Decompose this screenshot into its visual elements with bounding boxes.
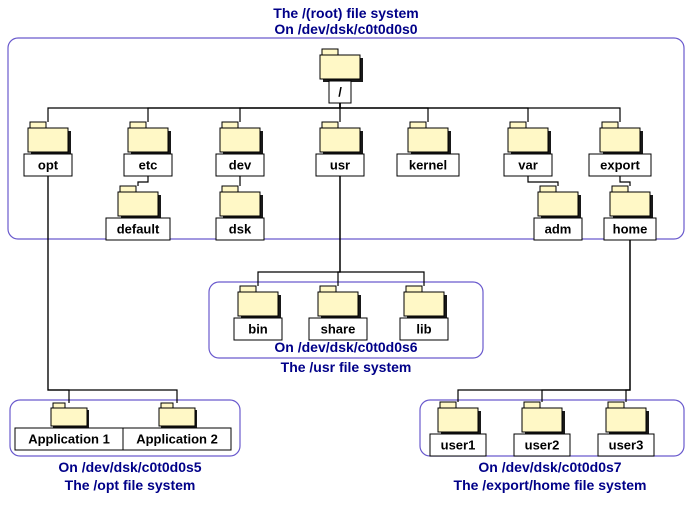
folder-usr: usr xyxy=(316,122,364,176)
folder-dsk-label: dsk xyxy=(229,221,252,236)
edge-usr-bin xyxy=(258,176,340,286)
folder-root-label: / xyxy=(338,84,342,99)
edge-root-dev xyxy=(240,103,340,122)
folder-default: default xyxy=(106,186,170,240)
folder-share: share xyxy=(309,286,367,340)
edge-home-user3 xyxy=(626,240,630,402)
folder-default-label: default xyxy=(117,221,160,236)
folder-user3: user3 xyxy=(598,402,654,456)
usr-group-caption-1: On /dev/dsk/c0t0d0s6 xyxy=(274,339,417,355)
root-group-caption-1: The /(root) file system xyxy=(273,5,418,21)
home-group-caption-2: The /export/home file system xyxy=(454,477,647,493)
edge-etc-default xyxy=(138,176,148,186)
opt-group-caption-1: On /dev/dsk/c0t0d0s5 xyxy=(58,459,201,475)
edge-root-var xyxy=(340,103,528,122)
root-group-caption-2: On /dev/dsk/c0t0d0s0 xyxy=(274,21,417,37)
edge-root-etc xyxy=(148,103,340,122)
edge-usr-lib xyxy=(340,176,424,286)
folder-var-label: var xyxy=(518,157,538,172)
folder-user2: user2 xyxy=(514,402,570,456)
edge-home-user2 xyxy=(542,240,630,402)
folder-user2-label: user2 xyxy=(525,437,560,452)
folder-home: home xyxy=(604,186,656,240)
app1: Application 1 xyxy=(15,403,123,450)
edge-home-user1 xyxy=(458,240,630,402)
app1-label: Application 1 xyxy=(28,431,110,446)
folder-bin: bin xyxy=(234,286,282,340)
home-group-caption-1: On /dev/dsk/c0t0d0s7 xyxy=(478,459,621,475)
folder-adm: adm xyxy=(534,186,582,240)
folder-dsk: dsk xyxy=(216,186,264,240)
folder-user1-label: user1 xyxy=(441,437,476,452)
folder-var: var xyxy=(504,122,552,176)
folder-user1: user1 xyxy=(430,402,486,456)
folder-export: export xyxy=(589,122,651,176)
app2: Application 2 xyxy=(123,403,231,450)
folder-root: / xyxy=(320,49,363,103)
folder-home-label: home xyxy=(613,221,648,236)
edge-root-kernel xyxy=(340,103,428,122)
app2-label: Application 2 xyxy=(136,431,218,446)
folder-bin-label: bin xyxy=(248,321,268,336)
edge-export-home xyxy=(620,176,630,186)
folder-opt-label: opt xyxy=(38,157,59,172)
folder-lib: lib xyxy=(400,286,448,340)
folder-usr-label: usr xyxy=(330,157,350,172)
folder-share-label: share xyxy=(321,321,356,336)
folder-kernel-label: kernel xyxy=(409,157,447,172)
edge-root-opt xyxy=(48,103,340,122)
folder-user3-label: user3 xyxy=(609,437,644,452)
folder-etc: etc xyxy=(124,122,172,176)
usr-group-caption-2: The /usr file system xyxy=(281,359,412,375)
edge-opt-app1 xyxy=(48,176,69,403)
opt-group-caption-2: The /opt file system xyxy=(65,477,196,493)
folder-lib-label: lib xyxy=(416,321,431,336)
edge-root-export xyxy=(340,103,620,122)
edge-var-adm xyxy=(528,176,558,186)
folder-export-label: export xyxy=(600,157,640,172)
folder-adm-label: adm xyxy=(545,221,572,236)
folder-kernel: kernel xyxy=(397,122,459,176)
folder-opt: opt xyxy=(24,122,72,176)
filesystem-diagram: The /(root) file systemOn /dev/dsk/c0t0d… xyxy=(0,0,692,509)
folder-etc-label: etc xyxy=(139,157,158,172)
folder-dev-label: dev xyxy=(229,157,252,172)
folder-dev: dev xyxy=(216,122,264,176)
